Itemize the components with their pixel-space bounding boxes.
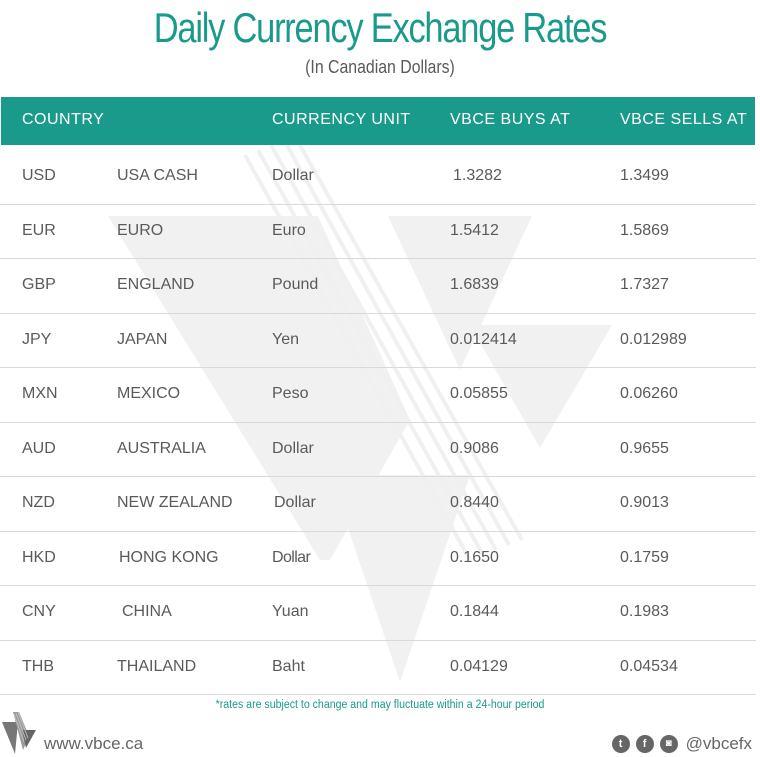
country-name: MEXICO — [117, 385, 181, 402]
disclaimer-note: *rates are subject to change and may flu… — [215, 699, 545, 711]
currency-unit: Dollar — [272, 548, 311, 566]
country-name: JAPAN — [117, 330, 168, 348]
currency-code: JPY — [22, 330, 52, 348]
country-name: NEW ZEALAND — [117, 494, 233, 511]
country-name: USA CASH — [117, 167, 198, 184]
country-name: CHINA — [122, 603, 172, 620]
website-link[interactable]: www.vbce.ca — [44, 734, 144, 753]
page-subtitle: (In Canadian Dollars) — [305, 57, 455, 77]
sell-rate: 0.9655 — [620, 439, 669, 457]
rates-table: USD USA CASH Dollar 1.3282 1.3499 EUR EU… — [0, 150, 756, 695]
buy-rate: 0.05855 — [450, 385, 508, 402]
column-header-country: COUNTRY — [22, 111, 105, 128]
currency-unit: Yuan — [272, 603, 309, 620]
table-row-nzd: NZD NEW ZEALAND Dollar 0.8440 0.9013 — [0, 477, 756, 532]
sell-rate: 0.012989 — [620, 330, 687, 348]
country-name: AUSTRALIA — [117, 439, 206, 457]
country-name: THAILAND — [117, 657, 197, 675]
column-header-buys-at: VBCE BUYS AT — [450, 111, 571, 128]
currency-code: MXN — [22, 385, 58, 402]
sell-rate: 1.5869 — [620, 221, 669, 239]
currency-unit: Dollar — [272, 167, 314, 184]
table-row-hkd: HKD HONG KONG Dollar 0.1650 0.1759 — [0, 532, 756, 586]
sell-rate: 0.04534 — [620, 657, 678, 675]
table-row-gbp: GBP ENGLAND Pound 1.6839 1.7327 — [0, 259, 756, 314]
currency-code: USD — [22, 167, 56, 184]
column-header-sells-at: VBCE SELLS AT — [620, 111, 748, 128]
social-handle[interactable]: @vbcefx — [685, 734, 752, 753]
country-name: ENGLAND — [117, 276, 195, 293]
currency-code: EUR — [22, 221, 56, 239]
buy-rate: 1.3282 — [453, 167, 502, 184]
buy-rate: 0.012414 — [450, 330, 517, 348]
vbce-logo-icon — [2, 712, 36, 754]
table-header: COUNTRY CURRENCY UNIT VBCE BUYS AT VBCE … — [1, 97, 755, 145]
buy-rate: 0.1650 — [450, 548, 499, 566]
buy-rate: 0.8440 — [450, 494, 499, 511]
buy-rate: 1.5412 — [450, 221, 499, 239]
sell-rate: 1.7327 — [620, 276, 669, 293]
table-row-jpy: JPY JAPAN Yen 0.012414 0.012989 — [0, 314, 756, 368]
buy-rate: 0.04129 — [450, 657, 508, 675]
buy-rate: 1.6839 — [450, 276, 499, 293]
currency-code: GBP — [22, 276, 56, 293]
sell-rate: 0.1759 — [620, 548, 669, 566]
table-row-aud: AUD AUSTRALIA Dollar 0.9086 0.9655 — [0, 423, 756, 477]
country-name: HONG KONG — [119, 548, 219, 566]
currency-code: NZD — [22, 494, 55, 511]
currency-unit: Pound — [272, 276, 319, 293]
sell-rate: 0.1983 — [620, 603, 669, 620]
sell-rate: 0.06260 — [620, 385, 678, 402]
twitter-icon[interactable]: t — [611, 735, 630, 753]
table-row-eur: EUR EURO Euro 1.5412 1.5869 — [0, 205, 756, 259]
currency-code: THB — [22, 657, 54, 675]
currency-unit: Euro — [272, 221, 306, 239]
currency-unit: Baht — [272, 657, 305, 675]
currency-unit: Dollar — [274, 494, 316, 511]
table-row-mxn: MXN MEXICO Peso 0.05855 0.06260 — [0, 368, 756, 423]
page-title: Daily Currency Exchange Rates — [153, 4, 608, 51]
facebook-icon[interactable]: f — [635, 735, 654, 753]
currency-code: HKD — [22, 548, 56, 566]
table-row-thb: THB THAILAND Baht 0.04129 0.04534 — [0, 641, 756, 695]
country-name: EURO — [117, 221, 164, 239]
sell-rate: 1.3499 — [620, 167, 669, 184]
currency-unit: Yen — [272, 330, 299, 348]
currency-code: AUD — [22, 439, 56, 457]
currency-unit: Dollar — [272, 439, 314, 457]
column-header-currency-unit: CURRENCY UNIT — [272, 111, 411, 128]
sell-rate: 0.9013 — [620, 494, 669, 511]
table-row-usd: USD USA CASH Dollar 1.3282 1.3499 — [0, 150, 756, 205]
instagram-icon[interactable]: ◙ — [659, 735, 678, 753]
table-row-cny: CNY CHINA Yuan 0.1844 0.1983 — [0, 586, 756, 641]
buy-rate: 0.9086 — [450, 439, 499, 457]
social-links: t f ◙ @vbcefx — [611, 734, 752, 754]
currency-unit: Peso — [272, 385, 309, 402]
currency-code: CNY — [22, 603, 56, 620]
buy-rate: 0.1844 — [450, 603, 499, 620]
